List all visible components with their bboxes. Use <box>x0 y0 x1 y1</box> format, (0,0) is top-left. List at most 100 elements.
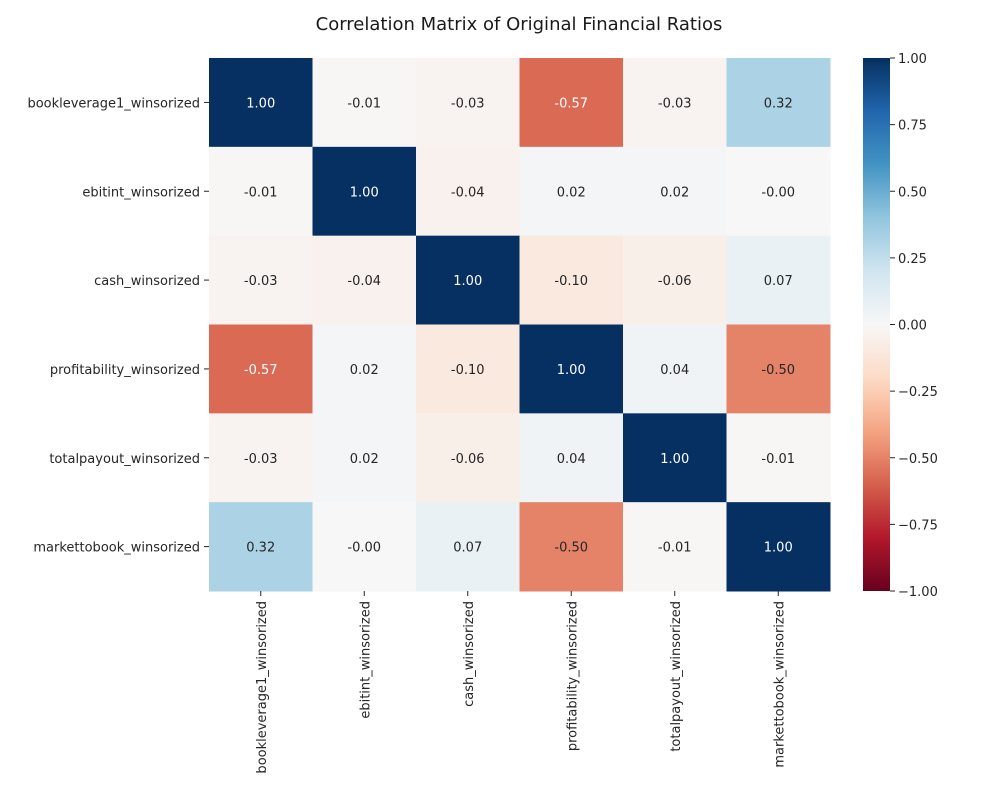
heatmap-cell-label: -0.06 <box>658 274 692 289</box>
colorbar-tick-label: −0.25 <box>898 385 938 400</box>
colorbar-tick-label: 0.00 <box>898 319 927 334</box>
heatmap-cell-label: 0.04 <box>557 452 586 467</box>
heatmap-cell-label: -0.57 <box>554 96 588 111</box>
heatmap-cell <box>623 413 727 503</box>
heatmap-cell <box>416 146 520 237</box>
heatmap-cell-label: -0.00 <box>347 541 381 556</box>
heatmap-cell-label: 1.00 <box>764 541 793 556</box>
heatmap-cell <box>623 502 727 592</box>
colorbar-gradient <box>863 58 890 591</box>
y-tick-label: cash_winsorized <box>94 274 200 289</box>
heatmap-cell-label: -0.50 <box>554 541 588 556</box>
colorbar-tick-label: 0.25 <box>898 252 927 267</box>
heatmap-cell <box>209 235 313 325</box>
colorbar-tick-label: 1.00 <box>898 52 927 67</box>
heatmap-cell-label: 0.32 <box>246 541 275 556</box>
heatmap-cell <box>312 324 417 414</box>
heatmap-cell <box>209 413 313 503</box>
heatmap-cell <box>416 502 520 592</box>
heatmap-cell <box>623 58 727 148</box>
heatmap-cell-label: 0.02 <box>660 185 689 200</box>
heatmap-cell <box>519 146 624 237</box>
heatmap-cell-label: 1.00 <box>350 185 379 200</box>
heatmap-cell-label: 0.07 <box>764 274 793 289</box>
heatmap-cell-label: -0.01 <box>761 452 795 467</box>
heatmap-cell-label: -0.00 <box>761 185 795 200</box>
heatmap-cells <box>209 58 831 592</box>
x-tick-labels: bookleverage1_winsorized ebitint_winsoriz… <box>255 591 787 774</box>
heatmap-cell <box>416 235 520 325</box>
heatmap-cell-label: -0.50 <box>761 363 795 378</box>
heatmap-cell <box>312 502 417 592</box>
y-tick-label: profitability_winsorized <box>50 363 200 378</box>
heatmap-cell-label: 0.02 <box>350 363 379 378</box>
heatmap-cell-label: -0.04 <box>347 274 381 289</box>
heatmap-cell-label: -0.10 <box>554 274 588 289</box>
heatmap-cell-label: -0.01 <box>658 541 692 556</box>
x-tick-label: ebitint_winsorized <box>358 601 373 719</box>
heatmap-cell <box>416 58 520 148</box>
heatmap-cell <box>519 235 624 325</box>
heatmap-cell-label: -0.03 <box>658 96 692 111</box>
heatmap-cell <box>312 235 417 325</box>
y-tick-label: ebitint_winsorized <box>82 185 200 200</box>
heatmap-cell <box>312 413 417 503</box>
heatmap-cell <box>519 413 624 503</box>
heatmap-cell <box>726 235 831 325</box>
y-tick-labels: bookleverage1_winsorized ebitint_winsoriz… <box>27 96 209 556</box>
heatmap-cell <box>209 324 313 414</box>
heatmap-cell-label: 0.07 <box>453 541 482 556</box>
heatmap-cell-label: 0.32 <box>764 96 793 111</box>
y-tick-label: markettobook_winsorized <box>33 541 200 556</box>
colorbar-tick-label: −0.75 <box>898 518 938 533</box>
heatmap-cell <box>416 413 520 503</box>
heatmap-cell <box>726 58 831 148</box>
heatmap-cell <box>312 58 417 148</box>
heatmap-cell <box>209 146 313 237</box>
chart-title: Correlation Matrix of Original Financial… <box>316 14 723 35</box>
heatmap-cell-label: 0.04 <box>660 363 689 378</box>
heatmap-cell <box>519 324 624 414</box>
heatmap-cell <box>726 324 831 414</box>
heatmap-cell-label: -0.04 <box>451 185 485 200</box>
heatmap-cell-label: 0.02 <box>350 452 379 467</box>
heatmap-cell <box>726 146 831 237</box>
colorbar-tick-label: −1.00 <box>898 585 938 600</box>
heatmap-cell-label: -0.03 <box>244 452 278 467</box>
heatmap-cell <box>209 502 313 592</box>
heatmap-cell-label: 1.00 <box>660 452 689 467</box>
heatmap-cell-label: -0.03 <box>451 96 485 111</box>
heatmap-cell-label: 1.00 <box>246 96 275 111</box>
heatmap-cell <box>519 502 624 592</box>
colorbar-tick-label: −0.50 <box>898 452 938 467</box>
heatmap-cell <box>416 324 520 414</box>
heatmap-cell <box>726 502 831 592</box>
heatmap-cell-label: -0.57 <box>244 363 278 378</box>
y-tick-label: bookleverage1_winsorized <box>27 96 200 111</box>
heatmap-cell <box>726 413 831 503</box>
x-tick-label: cash_winsorized <box>462 601 477 707</box>
colorbar-tick-label: 0.50 <box>898 185 927 200</box>
heatmap-cell-labels: 1.00 -0.01 -0.03 -0.57 -0.03 0.32 -0.01 1.00 -0.… <box>244 96 795 555</box>
x-tick-label: totalpayout_winsorized <box>669 601 684 752</box>
x-tick-label: markettobook_winsorized <box>772 601 787 768</box>
heatmap-cell <box>312 146 417 237</box>
heatmap-cell <box>519 58 624 148</box>
heatmap-cell-label: -0.06 <box>451 452 485 467</box>
heatmap-cell-label: 0.02 <box>557 185 586 200</box>
y-tick-label: totalpayout_winsorized <box>49 452 200 467</box>
x-tick-label: bookleverage1_winsorized <box>255 601 270 774</box>
colorbar: −1.00 −0.75 −0.50 −0.25 0.00 0.25 0.50 0.75 1.00 <box>863 52 938 600</box>
colorbar-tick-label: 0.75 <box>898 119 927 134</box>
heatmap-cell <box>623 235 727 325</box>
heatmap-cell <box>623 146 727 237</box>
x-tick-label: profitability_winsorized <box>565 601 580 751</box>
heatmap-cell <box>209 58 313 148</box>
heatmap-cell-label: 1.00 <box>557 363 586 378</box>
heatmap-cell-label: -0.10 <box>451 363 485 378</box>
heatmap-cell-label: -0.01 <box>244 185 278 200</box>
heatmap-cell-label: 1.00 <box>453 274 482 289</box>
heatmap-cell-label: -0.01 <box>347 96 381 111</box>
